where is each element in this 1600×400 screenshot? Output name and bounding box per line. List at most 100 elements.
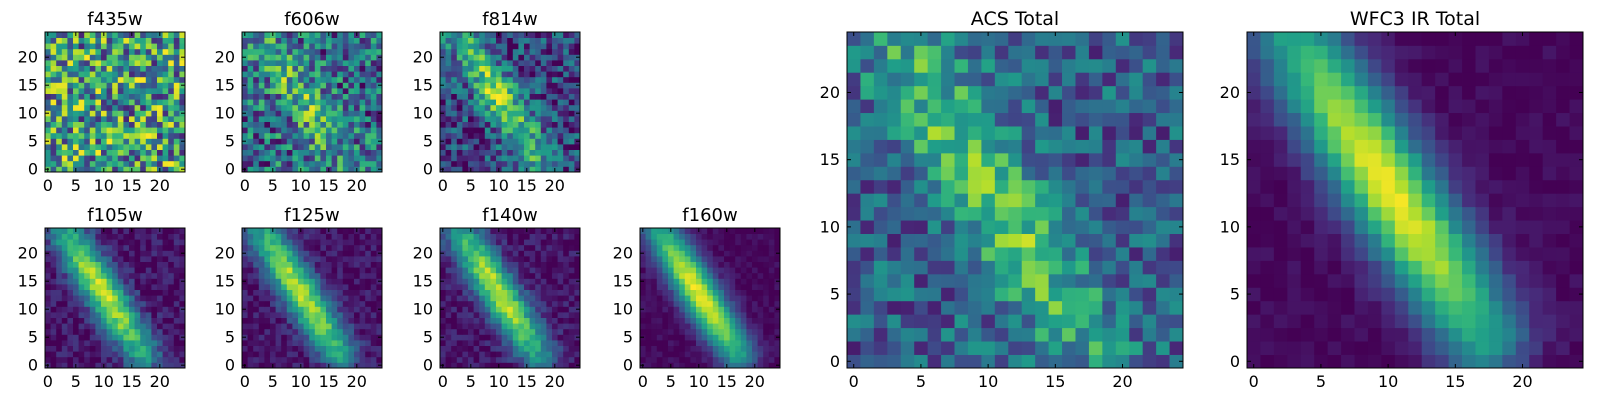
heatmap-cell: [518, 104, 525, 111]
heatmap-cell: [656, 250, 663, 257]
heatmap-cell: [507, 132, 514, 139]
heatmap-cell: [451, 121, 458, 128]
heatmap-cell: [757, 345, 764, 352]
axes-frame: [639, 227, 781, 369]
heatmap-cell: [314, 289, 321, 296]
heatmap-cell: [45, 93, 51, 100]
heatmap-cell: [529, 267, 536, 274]
heatmap-cell: [365, 362, 372, 369]
heatmap-cell: [95, 88, 102, 94]
heatmap-cell: [84, 110, 91, 117]
heatmap-cell: [151, 317, 158, 324]
heatmap-cell: [546, 116, 553, 122]
heatmap-cell: [162, 65, 169, 72]
heatmap-cell: [763, 256, 770, 262]
heatmap-cell: [78, 127, 85, 134]
heatmap-cell: [247, 334, 254, 341]
heatmap-cell: [684, 233, 691, 240]
heatmap-cell: [468, 37, 474, 44]
heatmap-cell: [479, 351, 486, 358]
heatmap-cell: [117, 48, 124, 55]
heatmap-cell: [490, 239, 497, 246]
heatmap-cell: [456, 244, 463, 251]
heatmap-cell: [314, 256, 321, 262]
heatmap-cell: [462, 351, 469, 358]
heatmap-cell: [140, 328, 147, 335]
heatmap-cell: [546, 166, 553, 173]
heatmap-cell: [123, 351, 130, 358]
heatmap-cell: [546, 138, 553, 145]
heatmap-cell: [456, 289, 463, 296]
heatmap-cell: [258, 306, 265, 313]
y-tick-label: 20: [413, 48, 433, 67]
heatmap-cell: [456, 345, 463, 352]
heatmap-cell: [445, 149, 452, 156]
heatmap-cell: [151, 104, 158, 111]
heatmap-cell: [462, 110, 469, 117]
heatmap-cell: [656, 256, 663, 262]
heatmap-cell: [473, 295, 480, 302]
heatmap-cell: [67, 323, 74, 330]
heatmap-cell: [258, 166, 265, 173]
heatmap-cell: [718, 289, 725, 296]
heatmap-cell: [275, 328, 282, 335]
heatmap-cell: [157, 160, 163, 167]
heatmap-cell: [479, 239, 486, 246]
heatmap-cell: [326, 43, 332, 50]
heatmap-cell: [286, 239, 293, 246]
heatmap-cell: [684, 244, 691, 251]
heatmap-cell: [651, 278, 658, 285]
heatmap-cell: [281, 160, 288, 167]
heatmap-cell: [451, 65, 458, 72]
heatmap-cell: [370, 54, 377, 61]
heatmap-cell: [348, 110, 355, 117]
heatmap-cell: [981, 287, 996, 302]
heatmap-cell: [1115, 300, 1130, 315]
heatmap-cell: [101, 37, 107, 44]
heatmap-cell: [518, 132, 525, 139]
heatmap-cell: [95, 345, 102, 352]
heatmap-cell: [67, 267, 74, 274]
heatmap-cell: [89, 166, 96, 173]
heatmap-cell: [247, 250, 254, 257]
heatmap-cell: [1048, 220, 1063, 234]
heatmap-cell: [512, 71, 519, 78]
heatmap-cell: [242, 116, 248, 122]
heatmap-cell: [484, 334, 491, 341]
heatmap-cell: [84, 239, 91, 246]
heatmap-cell: [56, 272, 63, 279]
heatmap-cell: [242, 272, 248, 279]
heatmap-cell: [140, 233, 147, 240]
heatmap-cell: [95, 138, 102, 145]
heatmap-cell: [757, 295, 764, 302]
heatmap-cell: [518, 228, 525, 234]
heatmap-cell: [445, 228, 452, 234]
heatmap-cell: [1129, 247, 1144, 261]
heatmap-cell: [1129, 220, 1144, 234]
heatmap-cell: [342, 48, 349, 55]
heatmap-cell: [376, 228, 383, 234]
heatmap-cell: [370, 345, 377, 352]
heatmap-cell: [281, 233, 288, 240]
heatmap-cell: [440, 76, 446, 83]
heatmap-cell: [365, 76, 372, 83]
heatmap-cell: [473, 328, 480, 335]
heatmap-cell: [84, 312, 91, 318]
heatmap-cell: [941, 193, 955, 208]
heatmap-cell: [342, 328, 349, 335]
heatmap-cell: [473, 138, 480, 145]
heatmap-cell: [258, 300, 265, 307]
heatmap-cell: [157, 323, 163, 330]
heatmap-cell: [981, 247, 996, 261]
heatmap-cell: [529, 43, 536, 50]
heatmap-cell: [645, 228, 652, 234]
heatmap-cell: [281, 132, 288, 139]
heatmap-cell: [298, 93, 304, 100]
heatmap-cell: [112, 323, 119, 330]
heatmap-cell: [101, 110, 107, 117]
heatmap-cell: [258, 351, 265, 358]
heatmap-cell: [701, 356, 708, 363]
heatmap-cell: [157, 300, 163, 307]
heatmap-cell: [552, 250, 558, 257]
heatmap-cell: [535, 43, 542, 50]
